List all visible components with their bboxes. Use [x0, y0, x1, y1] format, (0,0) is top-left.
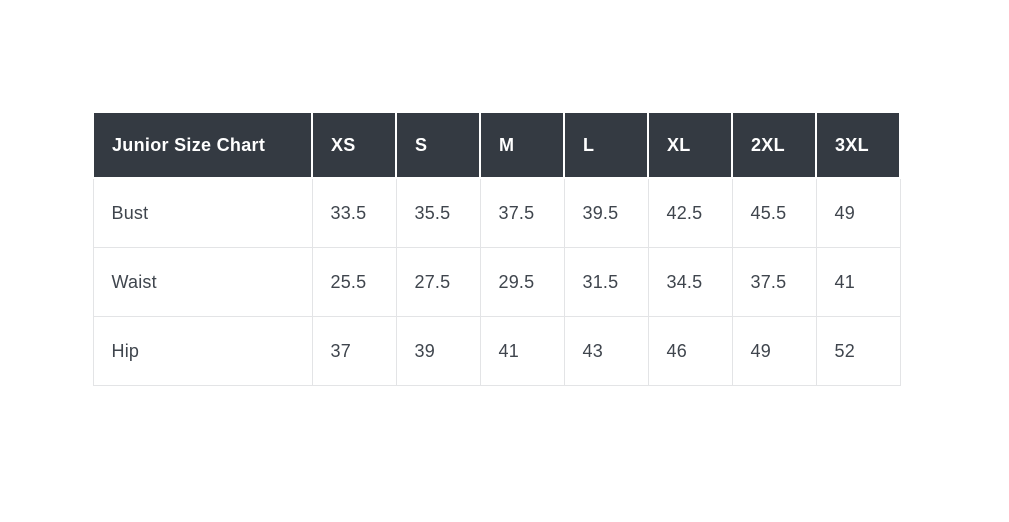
measurement-value: 29.5 [479, 247, 565, 317]
measurement-value: 35.5 [395, 177, 481, 248]
size-column-header-xs: XS [311, 111, 397, 179]
size-column-header-s: S [395, 111, 481, 179]
size-column-header-xl: XL [647, 111, 733, 179]
measurement-value: 25.5 [311, 247, 397, 317]
measurement-label: Hip [92, 316, 313, 386]
size-column-header-m: M [479, 111, 565, 179]
table-header-row: Junior Size Chart XS S M L XL 2XL 3XL [92, 111, 901, 179]
measurement-value: 49 [815, 177, 901, 248]
size-chart-title-cell: Junior Size Chart [92, 111, 313, 179]
measurement-value: 33.5 [311, 177, 397, 248]
size-chart-table: Junior Size Chart XS S M L XL 2XL 3XL Bu… [92, 111, 901, 386]
measurement-value: 39.5 [563, 177, 649, 248]
table-row-bust: Bust 33.5 35.5 37.5 39.5 42.5 45.5 49 [92, 177, 901, 248]
size-column-header-l: L [563, 111, 649, 179]
measurement-value: 45.5 [731, 177, 817, 248]
measurement-value: 43 [563, 316, 649, 386]
measurement-value: 37.5 [731, 247, 817, 317]
measurement-value: 34.5 [647, 247, 733, 317]
measurement-value: 41 [815, 247, 901, 317]
measurement-value: 37 [311, 316, 397, 386]
measurement-value: 49 [731, 316, 817, 386]
measurement-value: 31.5 [563, 247, 649, 317]
measurement-value: 42.5 [647, 177, 733, 248]
measurement-label: Waist [92, 247, 313, 317]
table-row-waist: Waist 25.5 27.5 29.5 31.5 34.5 37.5 41 [92, 247, 901, 317]
size-column-header-2xl: 2XL [731, 111, 817, 179]
measurement-value: 37.5 [479, 177, 565, 248]
size-chart-container: Junior Size Chart XS S M L XL 2XL 3XL Bu… [92, 111, 901, 386]
measurement-value: 39 [395, 316, 481, 386]
table-row-hip: Hip 37 39 41 43 46 49 52 [92, 316, 901, 386]
measurement-value: 41 [479, 316, 565, 386]
size-column-header-3xl: 3XL [815, 111, 901, 179]
measurement-label: Bust [92, 177, 313, 248]
measurement-value: 52 [815, 316, 901, 386]
measurement-value: 46 [647, 316, 733, 386]
measurement-value: 27.5 [395, 247, 481, 317]
